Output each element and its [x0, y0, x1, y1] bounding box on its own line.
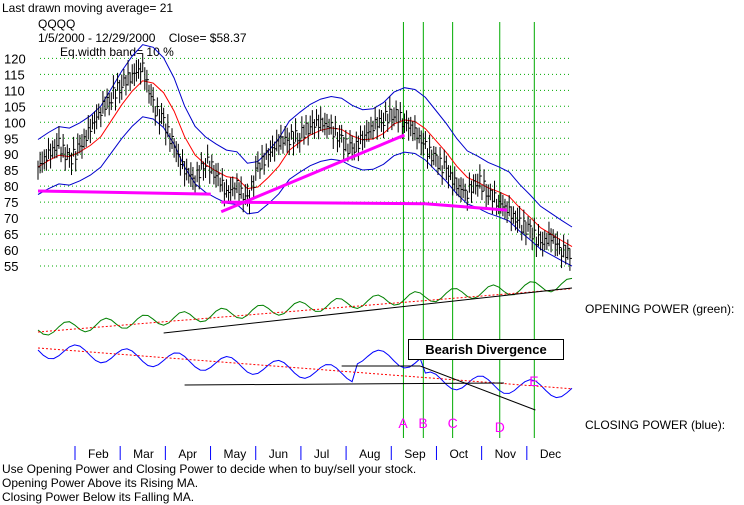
support-resistance-line: [425, 202, 508, 212]
envelope-bands: [37, 44, 573, 267]
month-label: Apr: [178, 447, 197, 461]
marker-e: E: [529, 373, 538, 389]
support-resistance-line: [221, 200, 426, 206]
footer-line-3: Closing Power Below its Falling MA.: [2, 490, 195, 504]
month-label: Sep: [404, 447, 426, 461]
y-tick-label: 115: [4, 67, 25, 82]
month-label: Aug: [359, 447, 380, 461]
y-tick-label: 55: [4, 259, 18, 274]
month-label: Mar: [133, 447, 154, 461]
y-tick-label: 100: [4, 115, 26, 130]
price-bars: [37, 53, 572, 271]
marker-d: D: [495, 419, 505, 435]
opening-power-line: [37, 277, 573, 336]
footer-line-1: Use Opening Power and Closing Power to d…: [2, 462, 417, 476]
trendlines: [37, 133, 508, 214]
y-tick-label: 110: [4, 83, 25, 98]
month-axis: Feb Mar Apr May Jun Jul Aug Sep Oct Nov Dec: [74, 446, 561, 461]
y-tick-label: 85: [4, 163, 18, 178]
marker-a: A: [398, 415, 408, 431]
y-tick-label: 80: [4, 179, 18, 194]
event-markers: A B C D E: [398, 373, 538, 435]
closing-power-support: [184, 382, 504, 386]
marker-b: B: [418, 415, 427, 431]
ma-line: [37, 80, 573, 248]
closing-power-ma: [37, 347, 573, 390]
ma-length-label: Last drawn moving average= 21: [2, 1, 174, 15]
opening-power-support: [163, 287, 573, 334]
y-tick-label: 70: [4, 211, 18, 226]
marker-c: C: [448, 415, 458, 431]
y-tick-label: 105: [4, 99, 26, 114]
divergence-line-2: [419, 365, 536, 411]
y-tick-label: 60: [4, 243, 18, 258]
event-lines: [402, 22, 535, 438]
bearish-divergence-box: Bearish Divergence: [408, 339, 564, 360]
footer-line-2: Opening Power Above its Rising MA.: [2, 476, 199, 490]
lower-band: [37, 116, 573, 267]
month-label: Jul: [314, 447, 329, 461]
y-tick-label: 75: [4, 195, 18, 210]
y-tick-label: 95: [4, 131, 18, 146]
date-range-close-label: 1/5/2000 - 12/29/2000 Close= $58.37: [38, 31, 247, 45]
grid-lines: [40, 57, 572, 267]
month-label: May: [224, 447, 247, 461]
moving-average: [37, 80, 573, 248]
month-label: Jun: [269, 447, 288, 461]
closing-power-label: CLOSING POWER (blue):: [585, 418, 726, 432]
month-label: Feb: [88, 447, 109, 461]
ticker-label: QQQQ: [38, 17, 76, 31]
band-width-label: Eq.width band= 10 %: [60, 45, 174, 59]
month-label: Nov: [495, 447, 516, 461]
month-label: Dec: [540, 447, 561, 461]
closing-power-line: [37, 344, 573, 399]
support-resistance-line: [220, 133, 406, 214]
upper-band: [37, 44, 573, 228]
y-tick-label: 120: [4, 51, 26, 66]
month-label: Oct: [449, 447, 468, 461]
opening-power-ma: [37, 288, 573, 333]
closing-power-panel: [37, 344, 573, 411]
opening-power-panel: [37, 277, 573, 336]
support-resistance-line: [37, 189, 211, 196]
opening-power-label: OPENING POWER (green):: [585, 302, 735, 316]
y-tick-label: 90: [4, 147, 18, 162]
y-tick-label: 65: [4, 227, 18, 242]
